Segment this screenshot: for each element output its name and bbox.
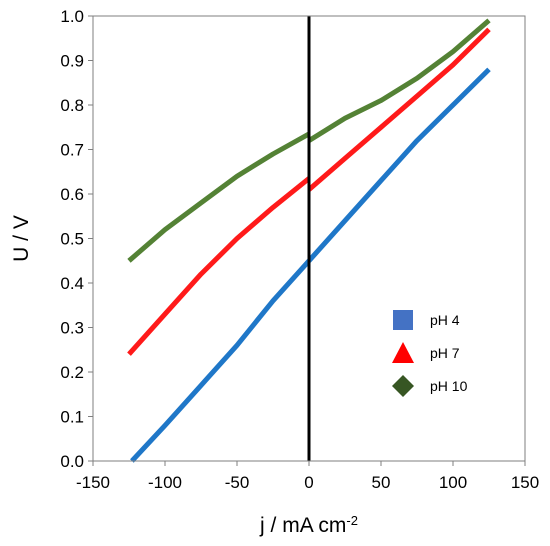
y-tick-label: 0.3	[60, 319, 84, 338]
x-tick-label: 100	[439, 473, 467, 492]
legend: pH 4 pH 7 pH 10	[392, 310, 468, 397]
x-axis-title-superscript: -2	[346, 513, 358, 528]
series-3-branch-2-line	[307, 18, 491, 143]
x-axis-title: j / mA cm-2	[259, 513, 358, 538]
y-tick-label: 0.5	[60, 230, 84, 249]
x-tick-label: 0	[304, 473, 313, 492]
series-3-branch-1-line	[127, 131, 311, 263]
y-tick-label: 0.8	[60, 96, 84, 115]
y-tick-label: 0.4	[60, 274, 84, 293]
series-2-branch-2-line	[307, 27, 491, 192]
x-tick-label: -150	[76, 473, 110, 492]
series-1-branch-1-line	[130, 259, 311, 463]
y-tick-label: 0.7	[60, 141, 84, 160]
x-tick-label: 50	[372, 473, 391, 492]
x-tick-label: -50	[225, 473, 250, 492]
y-tick-label: 0.1	[60, 408, 84, 427]
data-curves	[127, 18, 491, 463]
legend-label: pH 4	[430, 312, 460, 328]
x-axis-title-text: j / mA cm	[259, 514, 346, 537]
y-axis-ticks: 0.0 0.1 0.2 0.3 0.4 0.5 0.6 0.7 0.8 0.9 1.0	[60, 7, 93, 471]
legend-marker-square	[393, 310, 413, 330]
y-tick-label: 0.2	[60, 363, 84, 382]
legend-marker-triangle	[392, 342, 414, 363]
legend-label: pH 7	[430, 345, 460, 361]
series-2-branch-1-line	[127, 176, 311, 356]
y-tick-label: 1.0	[60, 7, 84, 26]
y-tick-label: 0.9	[60, 52, 84, 71]
series-1-branch-2-line	[307, 67, 491, 263]
y-tick-label: 0.0	[60, 452, 84, 471]
x-tick-label: -100	[148, 473, 182, 492]
y-tick-label: 0.6	[60, 185, 84, 204]
legend-marker-diamond	[392, 375, 414, 397]
legend-label: pH 10	[430, 378, 468, 394]
x-tick-label: 150	[511, 473, 539, 492]
y-axis-title: U / V	[10, 215, 33, 262]
x-axis-ticks: -150 -100 -50 0 50 100 150	[76, 461, 539, 492]
